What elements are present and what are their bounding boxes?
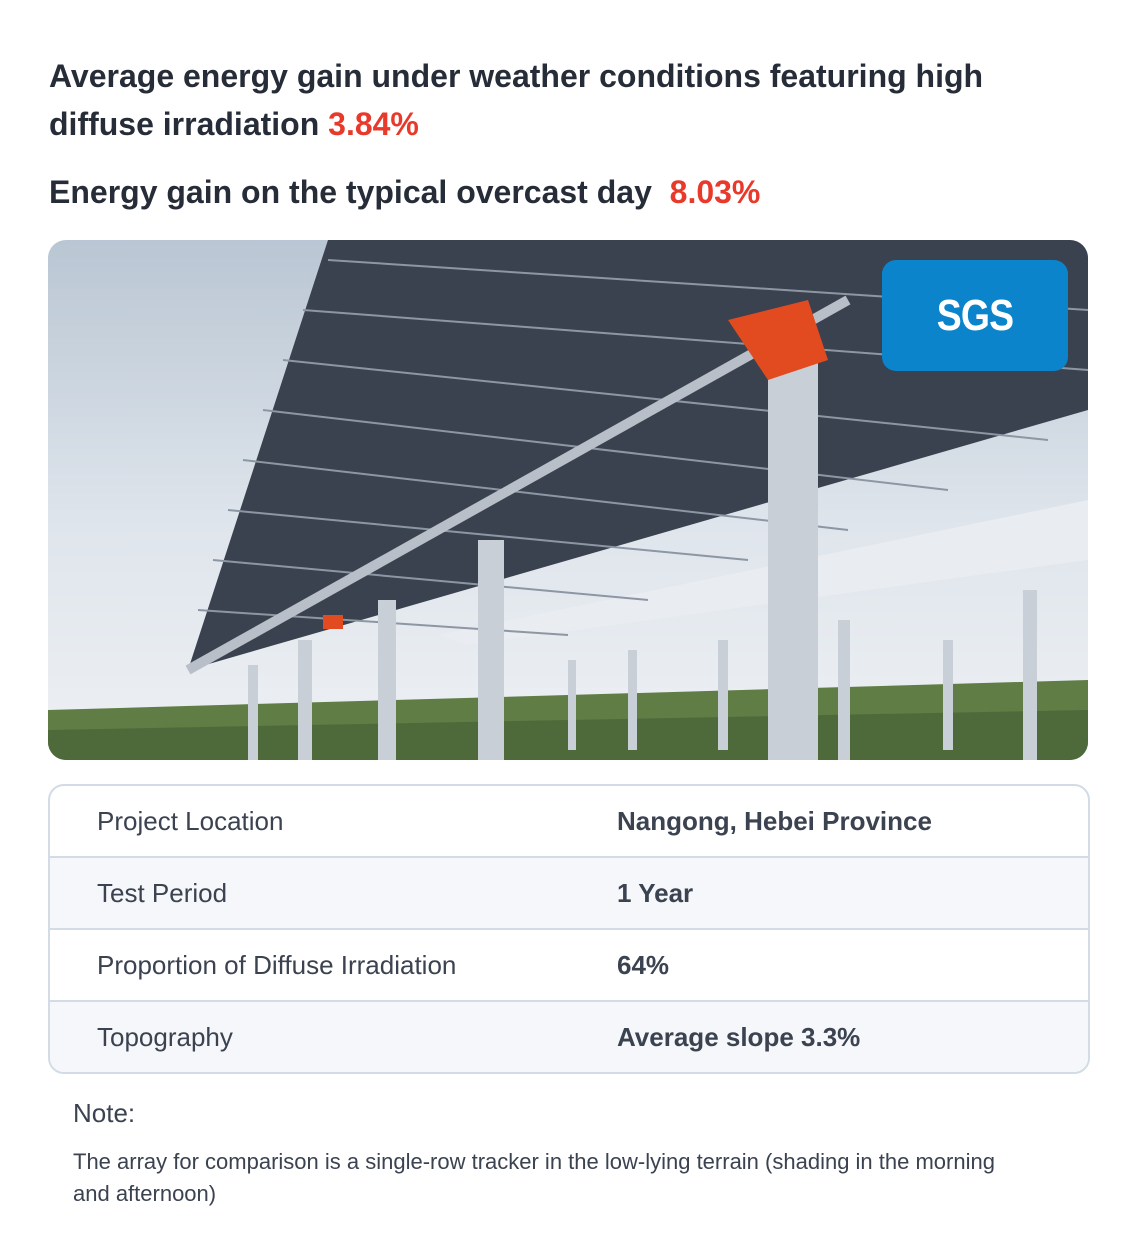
table-row: Project Location Nangong, Hebei Province (50, 786, 1088, 856)
table-row: Topography Average slope 3.3% (50, 1000, 1088, 1072)
spec-label: Topography (97, 1021, 233, 1052)
average-gain-value: 3.84% (328, 106, 419, 142)
spec-value: Nangong, Hebei Province (617, 805, 932, 836)
sgs-logo: SGS (882, 260, 1068, 371)
table-row: Test Period 1 Year (50, 856, 1088, 928)
sgs-logo-text: SGS (936, 290, 1014, 340)
solar-tracker-photo: SGS (48, 240, 1088, 760)
spec-value: 1 Year (617, 877, 694, 908)
table-row: Proportion of Diffuse Irradiation 64% (50, 928, 1088, 1000)
spec-label: Project Location (97, 805, 284, 836)
project-specs-table: Project Location Nangong, Hebei Province … (48, 784, 1090, 1074)
spec-label: Proportion of Diffuse Irradiation (97, 949, 457, 980)
spec-value: Average slope 3.3% (617, 1021, 861, 1052)
spec-value: 64% (617, 949, 670, 980)
note-title: Note: (73, 1098, 136, 1128)
overcast-gain-value: 8.03% (669, 174, 761, 210)
headline-overcast-gain: Energy gain on the typical overcast day … (49, 168, 760, 216)
note-text: The array for comparison is a single-row… (73, 1149, 995, 1206)
headline-average-gain: Average energy gain under weather condit… (49, 52, 1069, 148)
spec-label: Test Period (97, 877, 228, 908)
photo-illustration (48, 240, 1088, 760)
headline-text: Average energy gain under weather condit… (49, 58, 984, 142)
headline-text: Energy gain on the typical overcast day (49, 174, 652, 210)
